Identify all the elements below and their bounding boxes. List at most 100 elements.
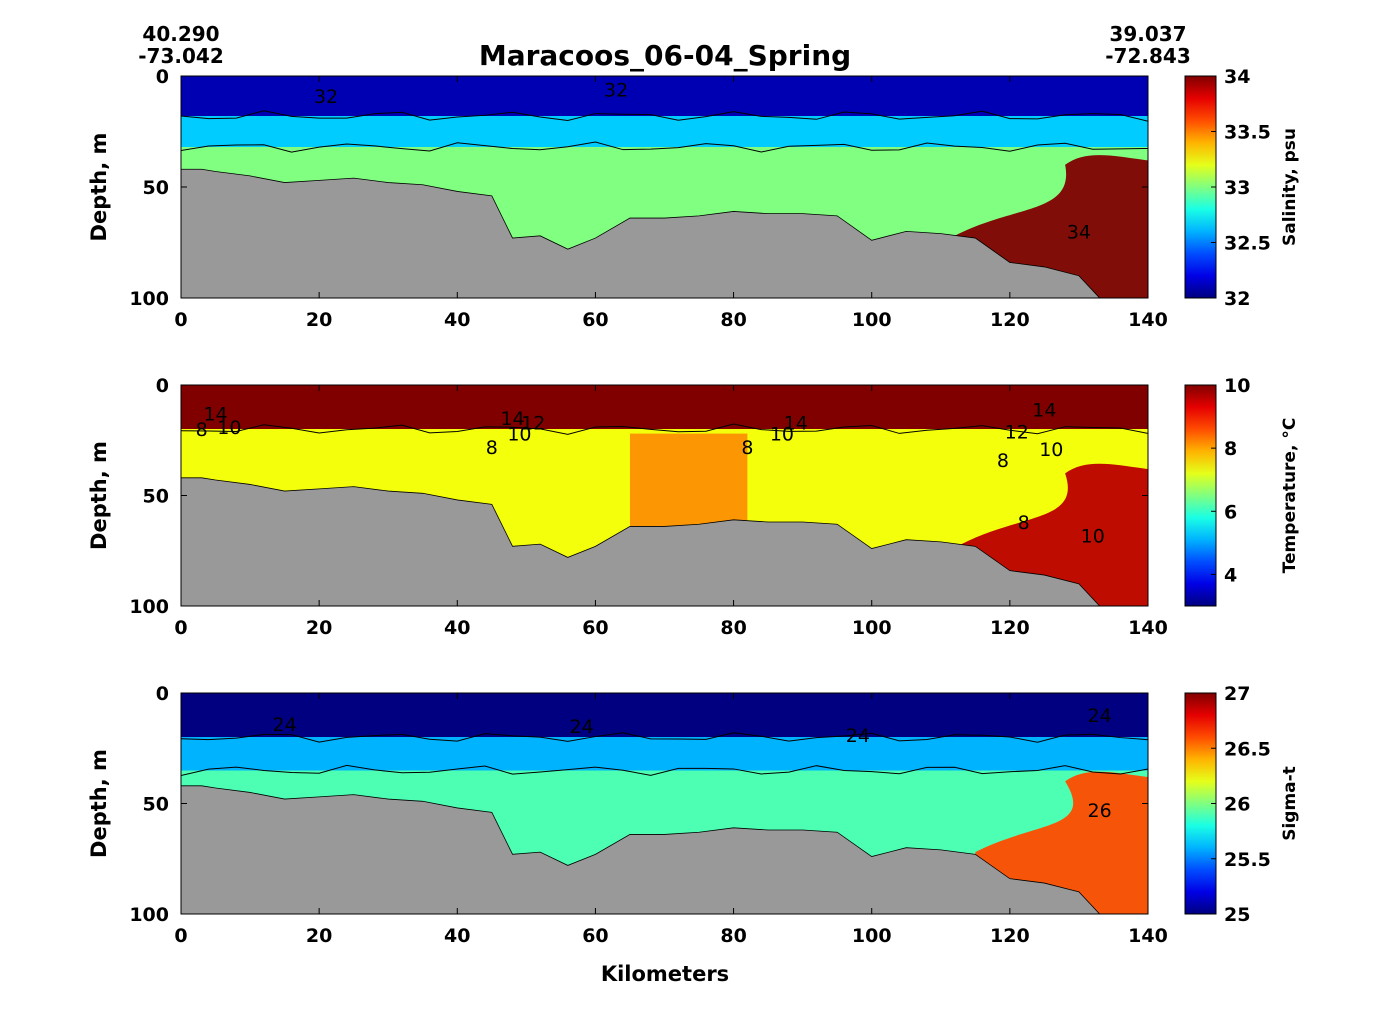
salinity-contour-line bbox=[181, 141, 1148, 153]
x-tick-label: 20 bbox=[306, 925, 332, 947]
x-tick-label: 100 bbox=[852, 309, 892, 331]
contour-label: 14 bbox=[784, 413, 808, 435]
sigma_t-contour-line bbox=[181, 732, 1148, 743]
seafloor-bathymetry bbox=[181, 477, 1101, 606]
x-tick-label: 140 bbox=[1128, 925, 1168, 947]
colorbar-tick-label: 32.5 bbox=[1224, 233, 1271, 255]
x-tick-label: 80 bbox=[720, 925, 746, 947]
contour-label: 24 bbox=[570, 716, 594, 738]
end-longitude: -72.843 bbox=[1105, 44, 1190, 68]
colorbar-tick-label: 8 bbox=[1224, 438, 1237, 460]
start-longitude: -73.042 bbox=[138, 44, 223, 68]
seafloor-bathymetry bbox=[181, 168, 1101, 298]
x-tick-label: 140 bbox=[1128, 309, 1168, 331]
temperature-colorbar bbox=[1184, 384, 1217, 607]
sigma_t-contour-line bbox=[181, 764, 1148, 776]
contour-label: 14 bbox=[500, 408, 524, 430]
colorbar-tick-label: 26 bbox=[1224, 794, 1250, 816]
contour-label: 32 bbox=[314, 86, 338, 108]
colorbar-tick-label: 34 bbox=[1224, 66, 1250, 88]
x-tick-label: 40 bbox=[444, 309, 470, 331]
seafloor-bathymetry bbox=[181, 785, 1101, 914]
sigma_t-colorbar bbox=[1184, 692, 1217, 915]
sigma_t-field: 24 24 24 24 26 bbox=[181, 693, 1148, 914]
contour-label: 8 bbox=[196, 419, 208, 441]
contour-label: 10 bbox=[217, 417, 241, 439]
contour-label: 24 bbox=[846, 725, 870, 747]
x-tick-label: 140 bbox=[1128, 617, 1168, 639]
contour-label: 24 bbox=[273, 714, 297, 736]
colorbar-tick-label: 25.5 bbox=[1224, 849, 1271, 871]
colorbar-tick-label: 25 bbox=[1224, 904, 1250, 926]
y-axis-label: Depth, m bbox=[87, 749, 111, 858]
x-tick-label: 120 bbox=[990, 617, 1030, 639]
sigma-t-panel: 24 24 24 24 26 0 20 40 60 80 100 120 140 0 50 100 Depth,… bbox=[87, 683, 1300, 947]
colorbar-label: Salinity, psu bbox=[1280, 128, 1300, 246]
y-tick-label: 50 bbox=[143, 177, 169, 199]
contour-label: 14 bbox=[1032, 399, 1056, 421]
colorbar-tick-label: 4 bbox=[1224, 564, 1237, 586]
y-tick-label: 0 bbox=[156, 375, 169, 397]
x-tick-label: 100 bbox=[852, 925, 892, 947]
colorbar-tick-label: 32 bbox=[1224, 288, 1250, 310]
colorbar-label: Sigma-t bbox=[1280, 766, 1300, 841]
x-tick-label: 20 bbox=[306, 309, 332, 331]
contour-label: 34 bbox=[1067, 221, 1091, 243]
x-tick-label: 0 bbox=[174, 617, 187, 639]
contour-label: 12 bbox=[521, 413, 545, 435]
contour-label: 12 bbox=[1005, 421, 1029, 443]
x-tick-label: 80 bbox=[720, 309, 746, 331]
x-tick-label: 120 bbox=[990, 925, 1030, 947]
contour-label: 10 bbox=[1039, 439, 1063, 461]
contour-label: 32 bbox=[604, 79, 628, 101]
x-tick-label: 20 bbox=[306, 617, 332, 639]
figure-title: Maracoos_06-04_Spring bbox=[479, 39, 851, 72]
y-tick-label: 100 bbox=[129, 596, 169, 618]
colorbar-tick-label: 26.5 bbox=[1224, 738, 1271, 760]
x-tick-label: 80 bbox=[720, 617, 746, 639]
contour-label: 14 bbox=[203, 404, 227, 426]
sigma_t-bottom-water-mass bbox=[975, 771, 1148, 914]
x-tick-label: 120 bbox=[990, 309, 1030, 331]
contour-label: 10 bbox=[1081, 525, 1105, 547]
y-axis-label: Depth, m bbox=[87, 133, 111, 242]
salinity-panel: 32 32 34 0 20 40 60 80 100 120 140 0 50 100 Depth, m 32… bbox=[87, 66, 1300, 331]
end-latitude: 39.037 bbox=[1109, 22, 1186, 46]
x-tick-label: 60 bbox=[582, 925, 608, 947]
start-latitude: 40.290 bbox=[142, 22, 219, 46]
colorbar-tick-label: 33.5 bbox=[1224, 122, 1271, 144]
contour-label: 10 bbox=[507, 424, 531, 446]
salinity-colorbar bbox=[1184, 75, 1217, 299]
colorbar-tick-label: 6 bbox=[1224, 501, 1237, 523]
contour-label: 10 bbox=[770, 424, 794, 446]
contour-label: 26 bbox=[1088, 800, 1112, 822]
y-tick-label: 0 bbox=[156, 66, 169, 88]
x-tick-label: 0 bbox=[174, 925, 187, 947]
colorbar-label: Temperature, °C bbox=[1280, 418, 1300, 574]
y-tick-label: 0 bbox=[156, 683, 169, 705]
y-tick-label: 50 bbox=[143, 794, 169, 816]
contour-label: 8 bbox=[486, 437, 498, 459]
colorbar-tick-label: 10 bbox=[1224, 375, 1250, 397]
y-tick-label: 50 bbox=[143, 486, 169, 508]
contour-label: 8 bbox=[1018, 512, 1030, 534]
x-tick-label: 100 bbox=[852, 617, 892, 639]
x-tick-label: 60 bbox=[582, 617, 608, 639]
contour-label: 24 bbox=[1088, 705, 1112, 727]
colorbar-tick-label: 27 bbox=[1224, 683, 1250, 705]
x-tick-label: 0 bbox=[174, 309, 187, 331]
y-tick-label: 100 bbox=[129, 288, 169, 310]
temperature-contour-line bbox=[181, 423, 1148, 435]
y-tick-label: 100 bbox=[129, 904, 169, 926]
colorbar-tick-label: 33 bbox=[1224, 177, 1250, 199]
salinity-contour-line bbox=[181, 110, 1148, 122]
x-axis-label: Kilometers bbox=[601, 962, 729, 986]
x-tick-label: 40 bbox=[444, 925, 470, 947]
contour-label: 8 bbox=[997, 450, 1009, 472]
y-axis-label: Depth, m bbox=[87, 441, 111, 550]
salinity-field: 32 32 34 bbox=[181, 76, 1148, 298]
x-tick-label: 40 bbox=[444, 617, 470, 639]
